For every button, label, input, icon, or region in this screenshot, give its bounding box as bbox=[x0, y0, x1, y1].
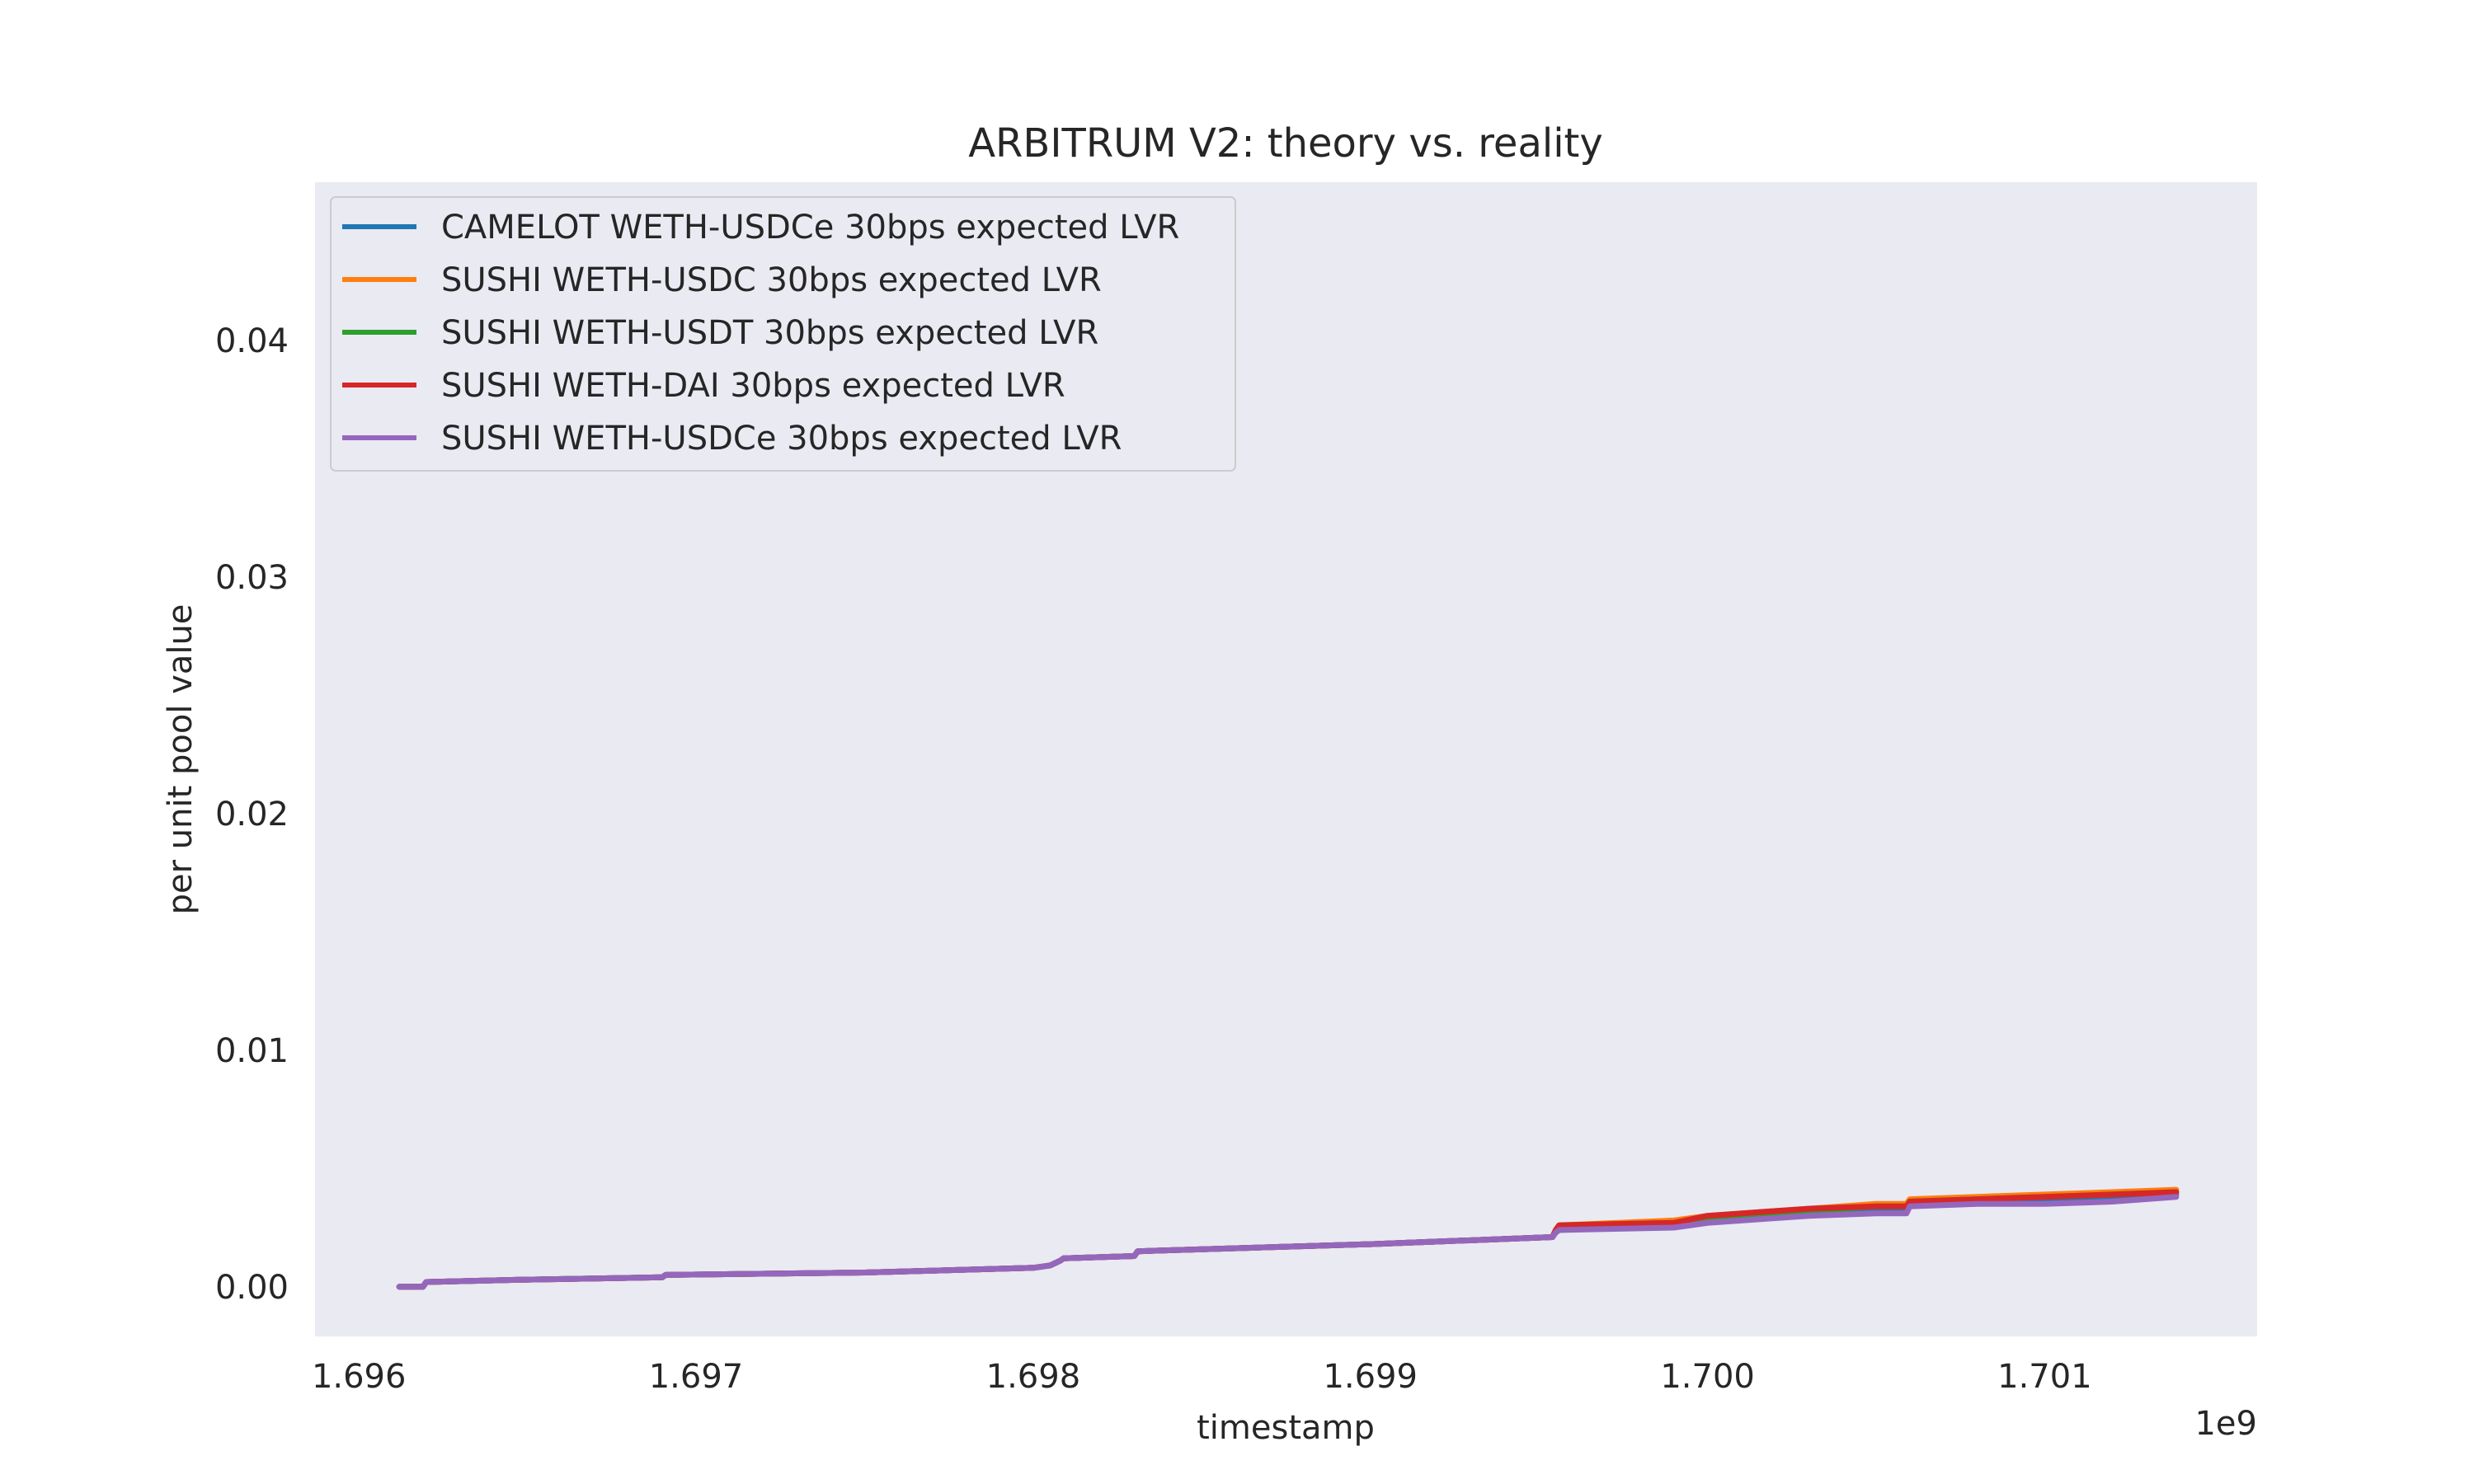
legend-label-4: SUSHI WETH-DAI 30bps expected LVR bbox=[441, 367, 1065, 405]
x-tick-label: 1.698 bbox=[986, 1358, 1081, 1396]
x-axis-label: timestamp bbox=[1197, 1409, 1375, 1447]
x-tick-label: 1.699 bbox=[1323, 1358, 1418, 1396]
y-axis-ticks: 0.00 0.01 0.02 0.03 0.04 bbox=[215, 322, 289, 1307]
y-tick-label: 0.02 bbox=[215, 796, 289, 834]
x-tick-label: 1.700 bbox=[1660, 1358, 1755, 1396]
legend-label-1: CAMELOT WETH-USDCe 30bps expected LVR bbox=[441, 209, 1179, 247]
legend-frame bbox=[330, 196, 1236, 472]
legend-entries: CAMELOT WETH-USDCe 30bps expected LVR SUS… bbox=[342, 209, 1179, 458]
y-tick-label: 0.01 bbox=[215, 1032, 289, 1070]
chart-title: ARBITRUM V2: theory vs. reality bbox=[968, 120, 1603, 167]
legend-label-2: SUSHI WETH-USDC 30bps expected LVR bbox=[441, 261, 1102, 299]
x-axis-ticks: 1.696 1.697 1.698 1.699 1.700 1.701 bbox=[312, 1358, 2092, 1396]
y-tick-label: 0.04 bbox=[215, 322, 289, 360]
x-tick-label: 1.701 bbox=[1997, 1358, 2092, 1396]
x-tick-label: 1.697 bbox=[649, 1358, 744, 1396]
legend-label-3: SUSHI WETH-USDT 30bps expected LVR bbox=[441, 314, 1098, 352]
legend: CAMELOT WETH-USDCe 30bps expected LVR SUS… bbox=[330, 196, 1236, 472]
legend-label-5: SUSHI WETH-USDCe 30bps expected LVR bbox=[441, 420, 1122, 458]
series-line-5 bbox=[396, 1194, 2180, 1290]
y-axis-label: per unit pool value bbox=[162, 604, 200, 915]
x-tick-label: 1.696 bbox=[312, 1358, 407, 1396]
y-tick-label: 0.00 bbox=[215, 1269, 289, 1307]
y-tick-label: 0.03 bbox=[215, 559, 289, 597]
series-layer bbox=[396, 1186, 2180, 1290]
x-axis-offset-label: 1e9 bbox=[2194, 1405, 2257, 1443]
